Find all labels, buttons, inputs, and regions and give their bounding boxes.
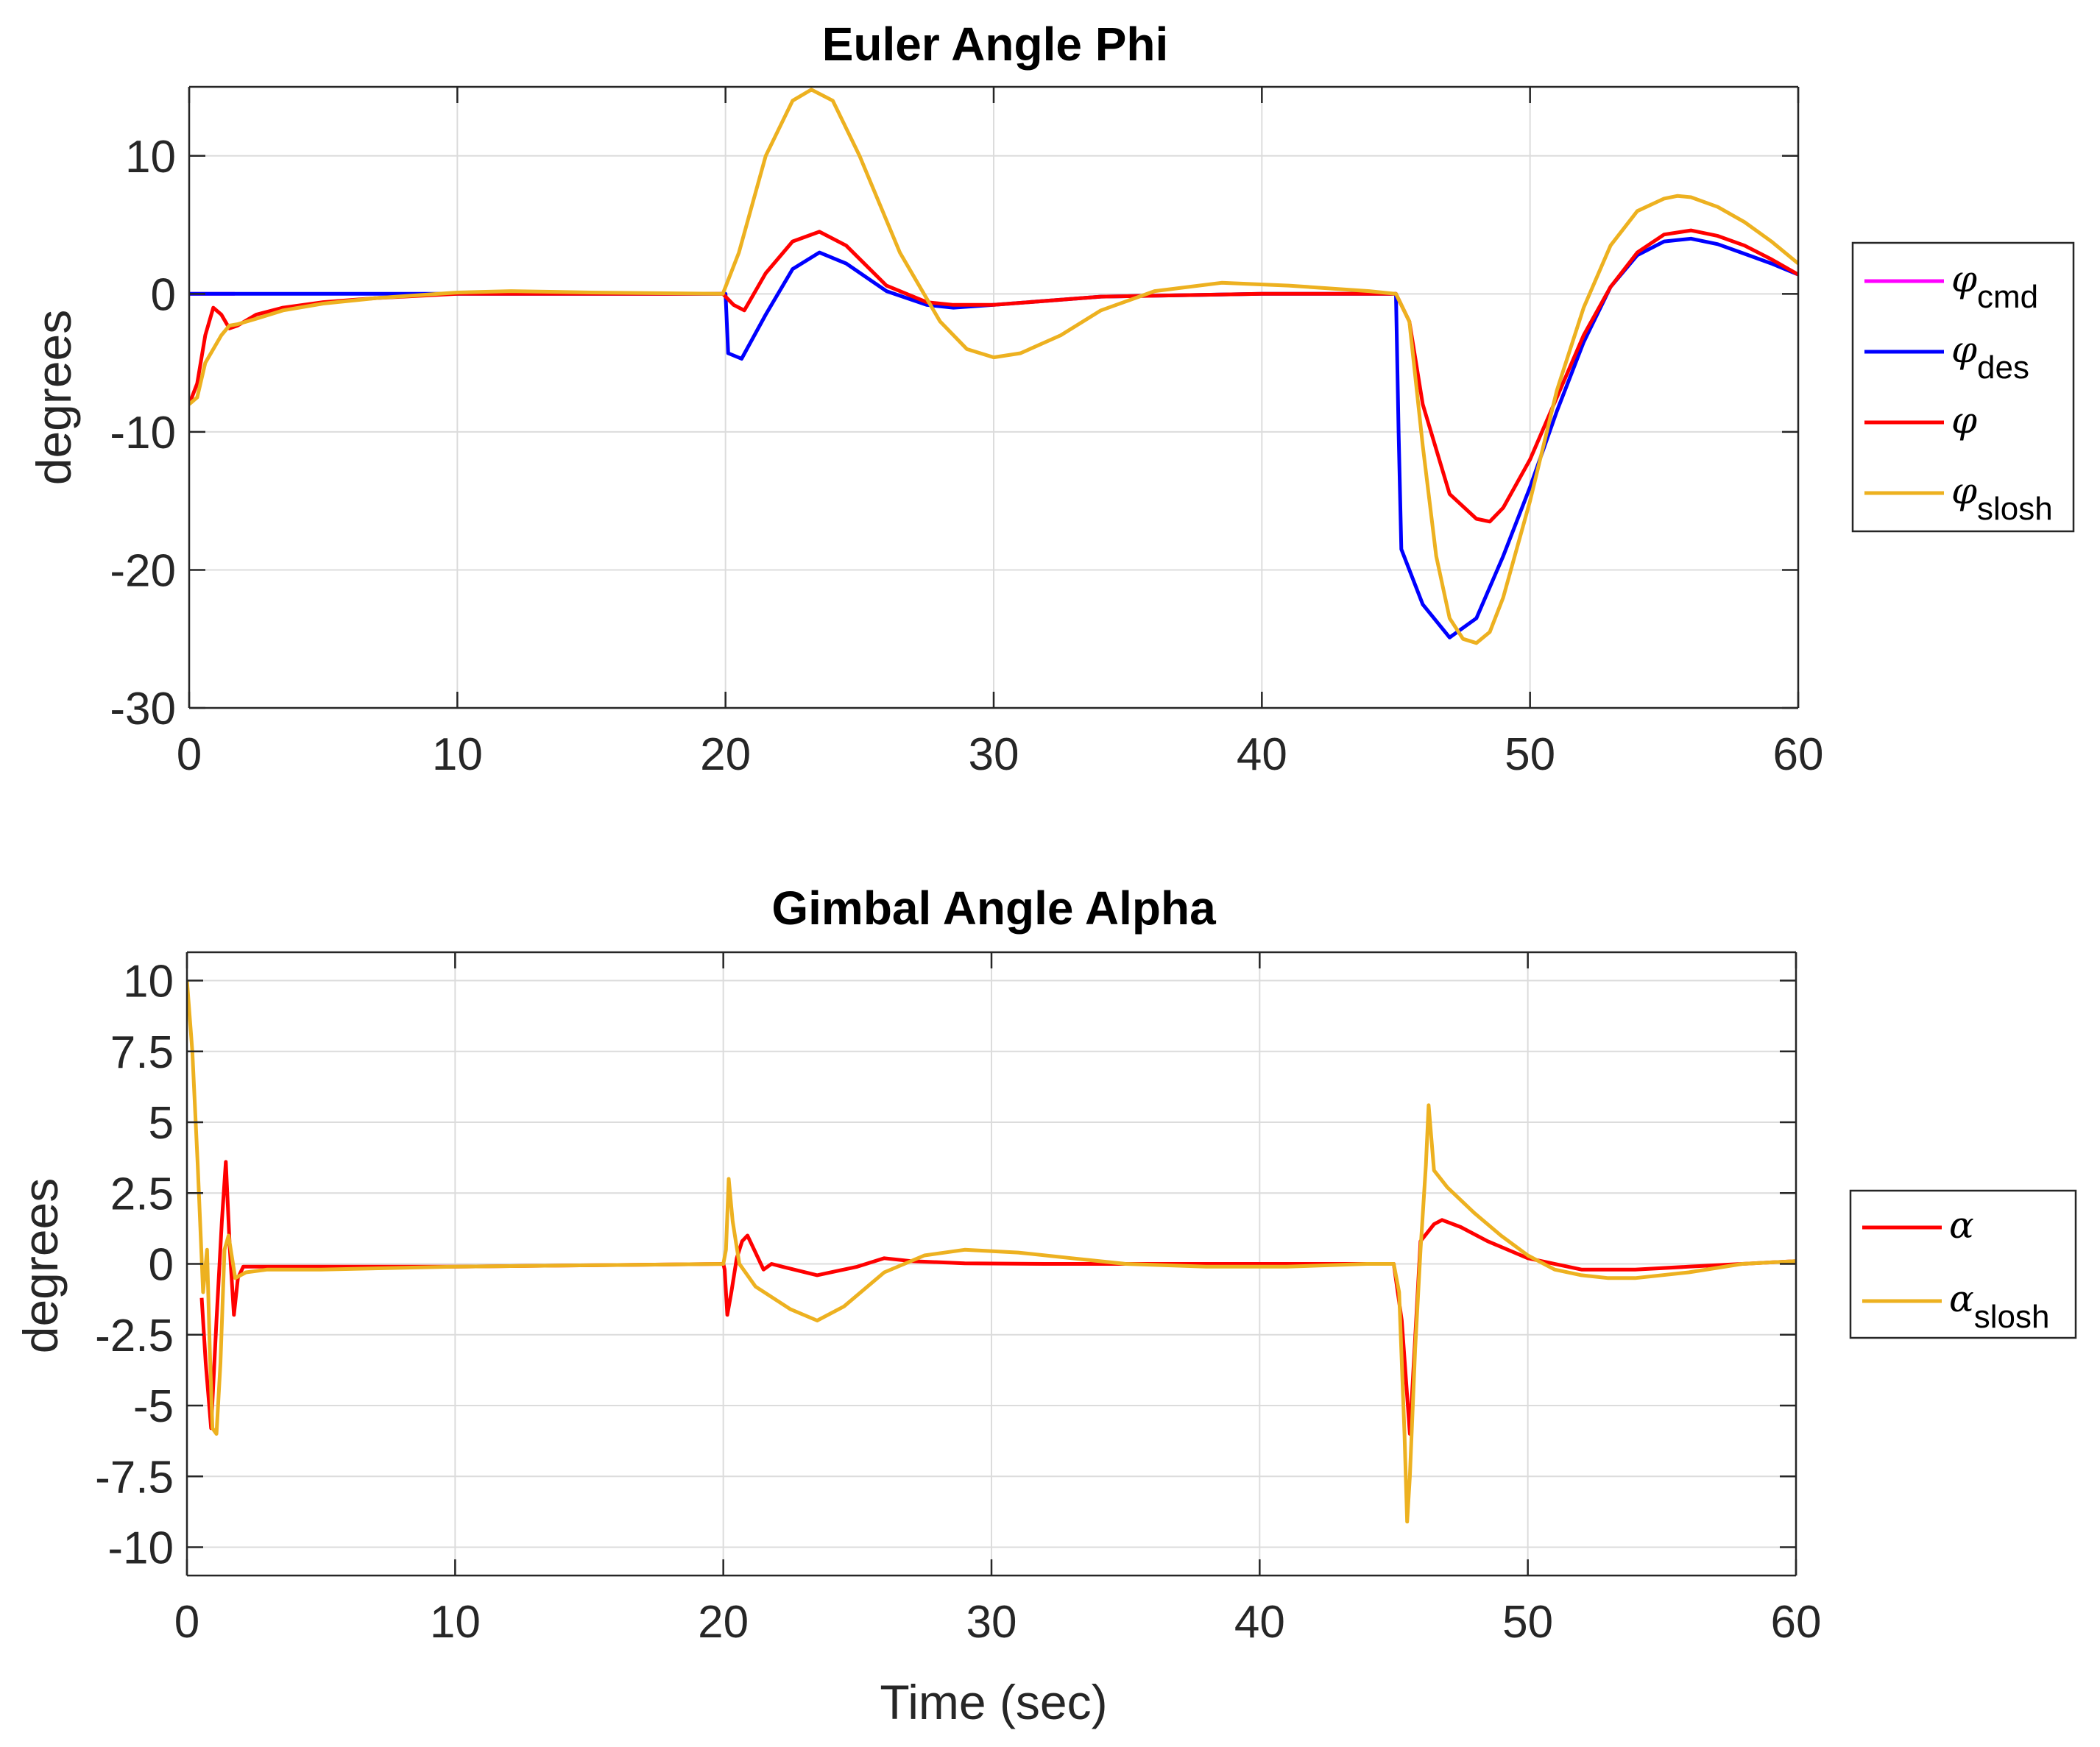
chart-title: Gimbal Angle Alpha	[771, 882, 1216, 935]
x-tick-label: 40	[1234, 1597, 1285, 1648]
euler-angle-phi-panel: Euler Angle Phi degrees 0 10 20 30 40 50 60 -30…	[26, 18, 2075, 780]
y-tick-label: -5	[133, 1381, 174, 1432]
legend-box	[1851, 241, 2075, 533]
series-group	[187, 980, 1796, 1524]
y-tick-label: 10	[123, 957, 174, 1007]
legend-symbol: φ	[1951, 328, 1977, 371]
series-line-main	[189, 228, 1798, 524]
legend-entry: αslosh	[1949, 1278, 2049, 1335]
legend-subscript: des	[1977, 350, 2029, 386]
x-tick-label: 40	[1237, 729, 1287, 780]
x-tick-label: 60	[1771, 1597, 1822, 1648]
y-tick-label: 2.5	[110, 1169, 174, 1219]
y-tick-label: 0	[149, 1240, 174, 1291]
y-tick-label: 0	[151, 269, 176, 320]
x-tick-label: 0	[174, 1597, 199, 1648]
legend-symbol: φ	[1951, 469, 1977, 512]
x-tick-label: 30	[969, 729, 1019, 780]
legend-symbol: φ	[1951, 258, 1977, 300]
y-tick-label: 10	[125, 132, 176, 183]
x-tick-label: 50	[1502, 1597, 1553, 1648]
legend-subscript: slosh	[1977, 491, 2053, 527]
x-tick-label: 20	[700, 729, 751, 780]
x-tick-label: 30	[966, 1597, 1017, 1648]
x-tick-label: 50	[1505, 729, 1555, 780]
x-tick-label: 20	[698, 1597, 749, 1648]
series-line-slosh	[189, 88, 1798, 645]
series-line-slosh	[187, 980, 1796, 1524]
legend-symbol: φ	[1951, 399, 1977, 442]
series-line-main	[199, 1160, 1796, 1436]
legend-entry: φdes	[1951, 328, 2029, 386]
legend-symbol: α	[1949, 1204, 1974, 1247]
y-tick-label: -10	[110, 408, 176, 458]
gimbal-angle-alpha-panel: Gimbal Angle Alpha degrees Time (sec) 0 1…	[13, 882, 2077, 1729]
legend-entry: φslosh	[1951, 469, 2053, 527]
y-axis-label: degrees	[26, 310, 81, 486]
y-tick-label: -10	[107, 1523, 174, 1574]
x-tick-label: 60	[1773, 729, 1824, 780]
legend-box	[1849, 1189, 2077, 1339]
y-tick-label: -30	[110, 684, 176, 734]
x-axis-label: Time (sec)	[880, 1675, 1107, 1729]
legend-entry: φ	[1951, 399, 1977, 442]
y-tick-label: 7.5	[110, 1027, 174, 1078]
y-tick-label: -20	[110, 545, 176, 596]
y-tick-label: 5	[149, 1098, 174, 1149]
y-tick-label: -2.5	[95, 1311, 174, 1361]
chart-title: Euler Angle Phi	[822, 18, 1169, 71]
x-tick-label: 10	[430, 1597, 481, 1648]
x-tick-label: 10	[432, 729, 483, 780]
legend-subscript: slosh	[1974, 1299, 2050, 1335]
series-group	[189, 88, 1798, 645]
x-tick-label: 0	[177, 729, 202, 780]
legend-entry: φcmd	[1951, 258, 2038, 315]
legend-subscript: cmd	[1977, 279, 2038, 315]
y-tick-label: -7.5	[95, 1452, 174, 1503]
legend-entry: α	[1949, 1204, 1974, 1247]
y-axis-label: degrees	[13, 1178, 68, 1354]
legend-symbol: α	[1949, 1278, 1974, 1320]
